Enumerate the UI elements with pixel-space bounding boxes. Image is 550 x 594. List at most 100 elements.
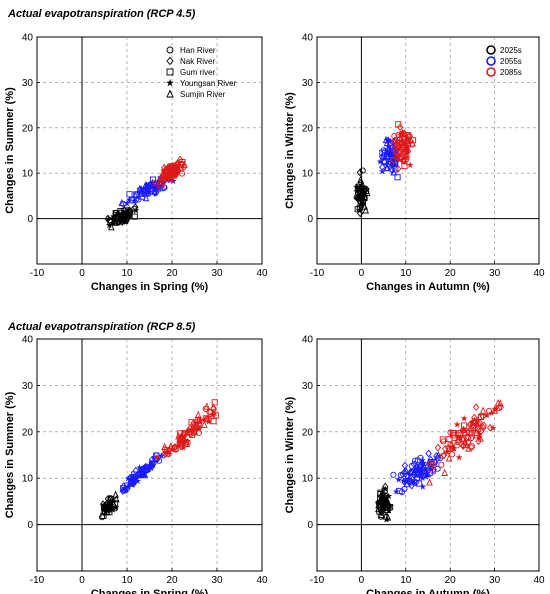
data-point xyxy=(180,431,187,438)
y-tick-label: 20 xyxy=(22,427,34,438)
data-point xyxy=(353,184,362,192)
data-point xyxy=(164,448,172,456)
plot-frame xyxy=(316,36,540,265)
data-point xyxy=(120,487,127,494)
data-point xyxy=(459,434,467,442)
points-layer xyxy=(99,399,219,521)
data-point xyxy=(376,508,383,515)
data-point xyxy=(400,140,408,148)
data-point xyxy=(398,144,405,151)
x-tick-label: 0 xyxy=(79,268,85,279)
data-point xyxy=(441,468,448,476)
y-tick-label: 30 xyxy=(302,78,314,89)
series-1 xyxy=(353,167,371,218)
data-point xyxy=(403,471,411,480)
data-point xyxy=(168,162,175,171)
data-point xyxy=(404,147,412,156)
y-tick-label: 0 xyxy=(27,214,33,225)
data-point xyxy=(157,182,164,189)
x-tick-label: 10 xyxy=(400,575,412,586)
data-point xyxy=(491,406,499,414)
data-point xyxy=(476,412,483,420)
data-point xyxy=(406,161,414,169)
data-point xyxy=(479,406,487,414)
data-point xyxy=(434,455,441,462)
series-3 xyxy=(390,121,417,173)
data-point xyxy=(404,142,412,150)
data-point xyxy=(129,479,136,486)
data-point xyxy=(404,131,411,139)
data-point xyxy=(104,214,111,223)
data-point xyxy=(167,442,175,450)
data-point xyxy=(433,452,440,460)
data-point xyxy=(132,192,139,201)
data-point xyxy=(468,420,475,427)
data-point xyxy=(426,478,433,486)
data-point xyxy=(383,138,391,147)
data-point xyxy=(449,443,457,452)
data-point xyxy=(383,164,390,172)
data-point xyxy=(140,469,147,478)
plot-frame xyxy=(36,338,263,572)
points-layer xyxy=(353,121,417,218)
data-point xyxy=(194,410,202,418)
y-tick-label: 10 xyxy=(302,474,314,485)
y-tick-label: 10 xyxy=(22,169,34,180)
data-point xyxy=(377,489,384,496)
data-point xyxy=(210,406,217,413)
x-tick-label: 0 xyxy=(79,575,85,586)
data-point xyxy=(396,123,404,132)
data-point xyxy=(462,440,469,448)
data-point xyxy=(104,494,112,503)
data-point xyxy=(120,201,127,208)
legend-marker xyxy=(486,67,496,77)
legend-label: 2055s xyxy=(500,57,522,66)
data-point xyxy=(379,500,386,508)
x-axis-label: Changes in Spring (%) xyxy=(91,588,209,594)
data-point xyxy=(173,170,180,178)
data-point xyxy=(476,430,484,438)
points-layer xyxy=(104,155,188,231)
y-tick-label: 0 xyxy=(27,520,33,531)
y-tick-label: 40 xyxy=(22,335,34,346)
x-axis-label: Changes in Spring (%) xyxy=(91,281,209,293)
legend-marker-triangle xyxy=(166,89,174,98)
data-point xyxy=(475,437,482,446)
x-tick-label: -10 xyxy=(30,575,45,586)
data-point xyxy=(188,426,196,434)
data-point xyxy=(479,412,487,421)
data-point xyxy=(153,453,161,461)
data-point xyxy=(390,471,397,478)
data-point xyxy=(378,508,385,517)
data-point xyxy=(381,159,388,166)
data-point xyxy=(396,154,404,162)
data-point xyxy=(410,470,417,479)
data-point xyxy=(354,194,362,202)
data-point xyxy=(163,450,170,457)
data-point xyxy=(362,206,370,214)
x-tick-label: -10 xyxy=(310,268,325,279)
y-tick-label: 20 xyxy=(302,427,314,438)
y-axis-label: Changes in Winter (%) xyxy=(284,396,296,513)
data-point xyxy=(438,461,445,468)
data-point xyxy=(387,504,394,511)
data-point xyxy=(174,160,181,167)
data-point xyxy=(151,188,158,197)
data-point xyxy=(379,163,386,171)
data-point xyxy=(125,209,133,218)
data-point xyxy=(446,436,453,443)
data-point xyxy=(112,500,119,507)
points-layer xyxy=(374,398,504,523)
data-point xyxy=(460,414,468,422)
x-axis-label: Changes in Autumn (%) xyxy=(366,588,490,594)
data-point xyxy=(471,424,479,433)
data-point xyxy=(171,169,179,177)
legend-marker xyxy=(486,56,496,66)
x-tick-label: -10 xyxy=(310,575,325,586)
data-point xyxy=(183,428,191,436)
y-tick-label: 40 xyxy=(302,335,314,346)
data-point xyxy=(105,221,113,229)
data-point xyxy=(459,427,466,434)
data-point xyxy=(130,473,139,481)
series-1 xyxy=(99,490,120,521)
